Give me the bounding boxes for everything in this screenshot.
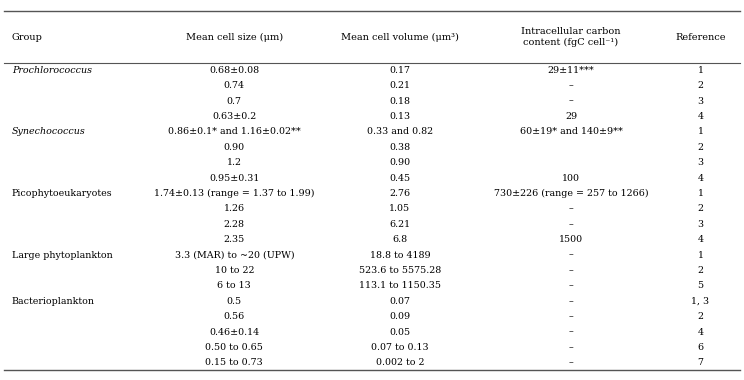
Text: –: – [568,281,574,290]
Text: 3: 3 [697,220,704,229]
Text: 0.68±0.08: 0.68±0.08 [209,66,260,75]
Text: 0.95±0.31: 0.95±0.31 [209,174,260,183]
Text: 2: 2 [697,204,704,214]
Text: 10 to 22: 10 to 22 [214,266,254,275]
Text: 0.38: 0.38 [389,143,411,152]
Text: 0.90: 0.90 [224,143,245,152]
Text: 0.18: 0.18 [389,97,411,106]
Text: 100: 100 [562,174,580,183]
Text: 4: 4 [697,112,704,121]
Text: –: – [568,358,574,367]
Text: 113.1 to 1150.35: 113.1 to 1150.35 [359,281,441,290]
Text: 29: 29 [565,112,577,121]
Text: 0.86±0.1* and 1.16±0.02**: 0.86±0.1* and 1.16±0.02** [168,127,301,136]
Text: 2: 2 [697,143,704,152]
Text: 2: 2 [697,312,704,321]
Text: 1.2: 1.2 [227,158,242,167]
Text: 0.90: 0.90 [389,158,411,167]
Text: 0.17: 0.17 [389,66,411,75]
Text: 2: 2 [697,266,704,275]
Text: 6: 6 [697,343,704,352]
Text: Intracellular carbon
content (fgC cell⁻¹): Intracellular carbon content (fgC cell⁻¹… [522,27,620,47]
Text: –: – [568,312,574,321]
Text: 5: 5 [697,281,704,290]
Text: –: – [568,204,574,214]
Text: 1, 3: 1, 3 [691,297,710,306]
Text: Bacterioplankton: Bacterioplankton [12,297,95,306]
Text: 0.50 to 0.65: 0.50 to 0.65 [205,343,263,352]
Text: –: – [568,297,574,306]
Text: Group: Group [12,33,42,41]
Text: 0.09: 0.09 [389,312,411,321]
Text: 0.13: 0.13 [389,112,411,121]
Text: 2.28: 2.28 [224,220,245,229]
Text: 6.8: 6.8 [392,235,408,244]
Text: 0.46±0.14: 0.46±0.14 [209,328,260,337]
Text: 1: 1 [697,66,704,75]
Text: –: – [568,220,574,229]
Text: Large phytoplankton: Large phytoplankton [12,250,112,260]
Text: 0.63±0.2: 0.63±0.2 [212,112,257,121]
Text: –: – [568,97,574,106]
Text: 0.15 to 0.73: 0.15 to 0.73 [205,358,263,367]
Text: Prochlorococcus: Prochlorococcus [12,66,92,75]
Text: 0.56: 0.56 [224,312,245,321]
Text: –: – [568,343,574,352]
Text: 0.45: 0.45 [389,174,411,183]
Text: 3: 3 [697,158,704,167]
Text: 6 to 13: 6 to 13 [217,281,251,290]
Text: 2.76: 2.76 [389,189,411,198]
Text: Mean cell size (μm): Mean cell size (μm) [186,32,283,42]
Text: Reference: Reference [676,33,725,41]
Text: 1: 1 [697,189,704,198]
Text: 0.05: 0.05 [389,328,411,337]
Text: 0.002 to 2: 0.002 to 2 [376,358,424,367]
Text: –: – [568,266,574,275]
Text: 0.7: 0.7 [227,97,242,106]
Text: 1.26: 1.26 [224,204,245,214]
Text: 18.8 to 4189: 18.8 to 4189 [370,250,430,260]
Text: –: – [568,328,574,337]
Text: 1: 1 [697,250,704,260]
Text: 1.05: 1.05 [389,204,411,214]
Text: Synechococcus: Synechococcus [12,127,86,136]
Text: 4: 4 [697,328,704,337]
Text: Picophytoeukaryotes: Picophytoeukaryotes [12,189,112,198]
Text: 4: 4 [697,174,704,183]
Text: 0.33 and 0.82: 0.33 and 0.82 [367,127,433,136]
Text: 0.21: 0.21 [389,81,411,90]
Text: 2: 2 [697,81,704,90]
Text: –: – [568,250,574,260]
Text: 60±19* and 140±9**: 60±19* and 140±9** [519,127,623,136]
Text: 730±226 (range = 257 to 1266): 730±226 (range = 257 to 1266) [494,189,648,198]
Text: 1: 1 [697,127,704,136]
Text: 7: 7 [697,358,704,367]
Text: 2.35: 2.35 [224,235,245,244]
Text: 3: 3 [697,97,704,106]
Text: 29±11***: 29±11*** [548,66,594,75]
Text: 523.6 to 5575.28: 523.6 to 5575.28 [359,266,441,275]
Text: 4: 4 [697,235,704,244]
Text: Mean cell volume (μm³): Mean cell volume (μm³) [341,32,459,42]
Text: 1500: 1500 [559,235,583,244]
Text: –: – [568,81,574,90]
Text: 0.07 to 0.13: 0.07 to 0.13 [371,343,429,352]
Text: 6.21: 6.21 [389,220,411,229]
Text: 0.5: 0.5 [227,297,242,306]
Text: 1.74±0.13 (range = 1.37 to 1.99): 1.74±0.13 (range = 1.37 to 1.99) [154,189,315,198]
Text: 0.07: 0.07 [389,297,411,306]
Text: 3.3 (MAR) to ~20 (UPW): 3.3 (MAR) to ~20 (UPW) [175,250,294,260]
Text: 0.74: 0.74 [224,81,245,90]
